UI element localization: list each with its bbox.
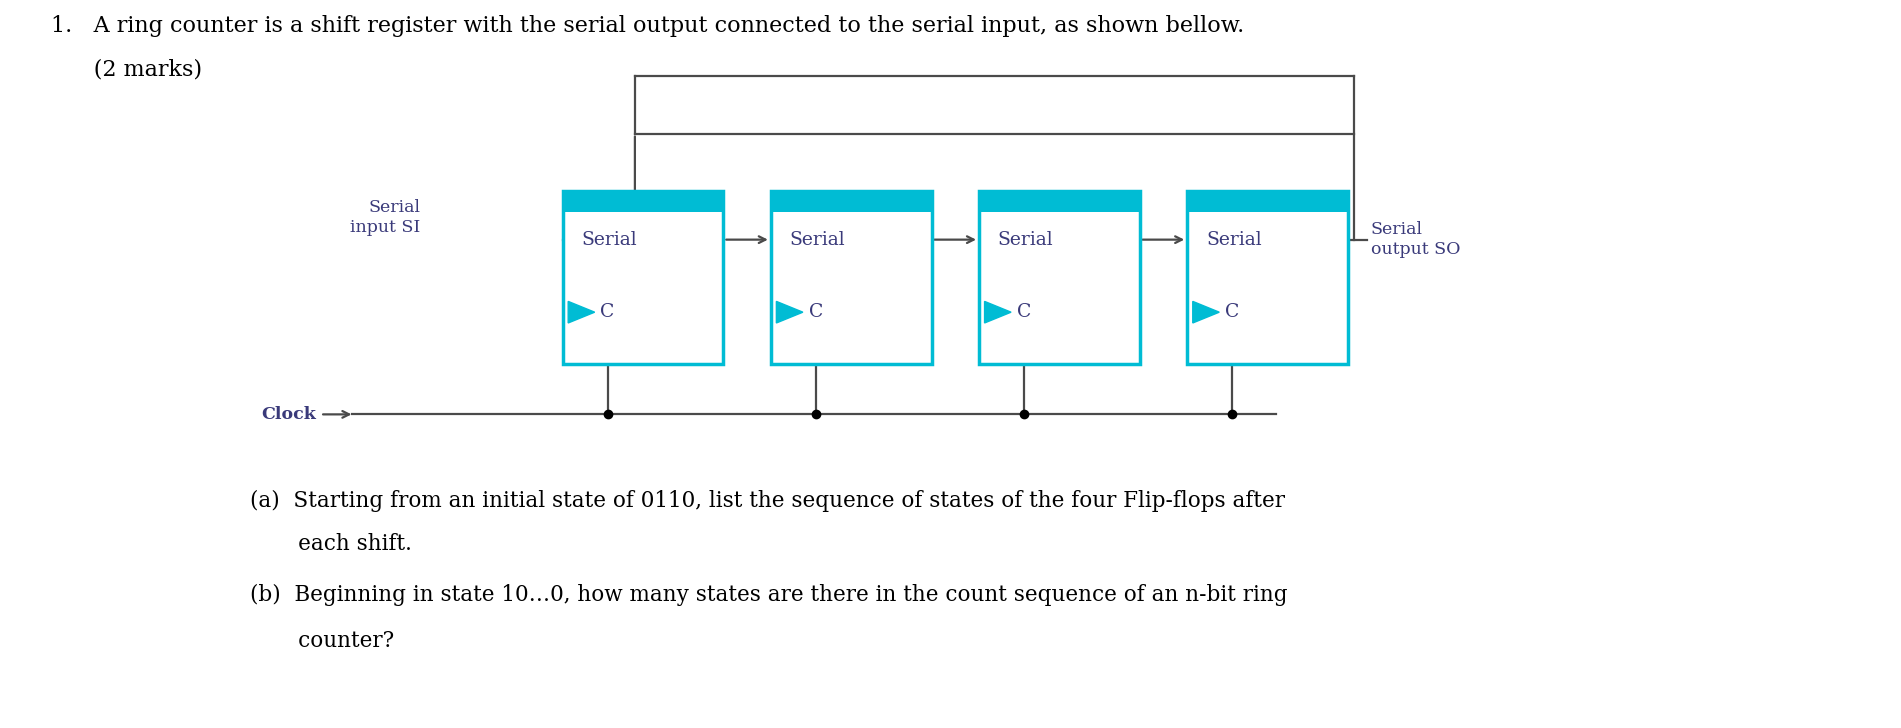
- Text: Serial: Serial: [789, 231, 846, 249]
- Text: C: C: [1224, 303, 1239, 321]
- Text: C: C: [601, 303, 614, 321]
- Bar: [979, 191, 1141, 364]
- Polygon shape: [1192, 301, 1219, 323]
- Text: counter?: counter?: [251, 630, 394, 652]
- Text: C: C: [1017, 303, 1030, 321]
- Text: (a)  Starting from an initial state of 0110, list the sequence of states of the : (a) Starting from an initial state of 01…: [251, 490, 1285, 512]
- Polygon shape: [985, 301, 1011, 323]
- Text: Clock: Clock: [262, 406, 316, 423]
- Polygon shape: [568, 301, 595, 323]
- Bar: [563, 191, 724, 364]
- Text: Serial: Serial: [1205, 231, 1262, 249]
- Text: Serial: Serial: [998, 231, 1053, 249]
- Text: Serial: Serial: [582, 231, 637, 249]
- Text: each shift.: each shift.: [251, 533, 413, 555]
- Bar: [979, 191, 1141, 212]
- Text: Serial
input SI: Serial input SI: [350, 199, 420, 236]
- Text: Serial
output SO: Serial output SO: [1371, 221, 1460, 258]
- Text: (b)  Beginning in state 10…0, how many states are there in the count sequence of: (b) Beginning in state 10…0, how many st…: [251, 584, 1287, 606]
- Bar: [770, 191, 931, 212]
- Text: 1.   A ring counter is a shift register with the serial output connected to the : 1. A ring counter is a shift register wi…: [51, 15, 1245, 37]
- Bar: [770, 191, 931, 364]
- Bar: [1186, 191, 1348, 212]
- Text: (2 marks): (2 marks): [51, 58, 203, 80]
- Text: C: C: [808, 303, 823, 321]
- Bar: [1186, 191, 1348, 364]
- Bar: [563, 191, 724, 212]
- Polygon shape: [776, 301, 802, 323]
